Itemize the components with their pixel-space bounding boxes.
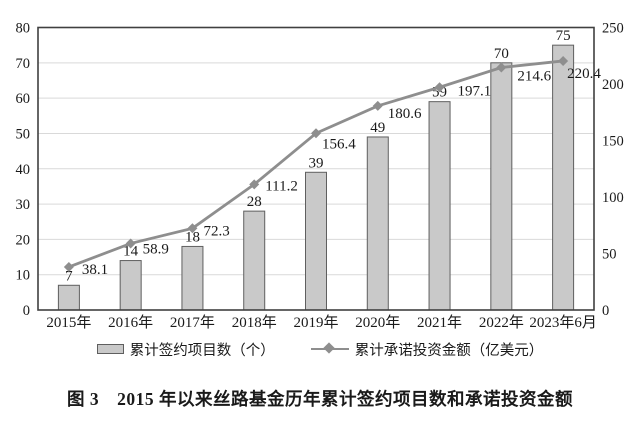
bar-2022年 xyxy=(490,62,513,311)
x-axis-label: 2022年 xyxy=(479,314,524,331)
x-axis-label: 2023年6月 xyxy=(529,314,597,331)
left-axis-tick: 30 xyxy=(16,197,31,213)
left-axis-tick: 40 xyxy=(16,162,31,178)
left-axis-tick: 20 xyxy=(16,232,31,248)
line-value-label: 58.9 xyxy=(143,241,169,257)
bar-value-label: 28 xyxy=(247,194,262,210)
bar-2016年 xyxy=(119,260,142,311)
bar-value-label: 7 xyxy=(65,268,73,284)
line-value-label: 111.2 xyxy=(265,178,298,194)
line-marker-icon xyxy=(187,223,198,234)
x-axis-label: 2020年 xyxy=(355,314,400,331)
x-axis-label: 2015年 xyxy=(46,314,91,331)
line-marker-icon xyxy=(249,179,260,190)
x-axis-label: 2019年 xyxy=(293,314,338,331)
bar-2015年 xyxy=(57,284,80,311)
left-axis-tick: 70 xyxy=(16,56,31,72)
line-marker-icon xyxy=(496,62,507,73)
left-axis-tick: 60 xyxy=(16,91,31,107)
line-marker-icon xyxy=(434,82,445,93)
line-value-label: 72.3 xyxy=(203,223,229,239)
legend-item-investment: 累计承诺投资金额（亿美元） xyxy=(310,339,544,360)
legend-label-projects: 累计签约项目数（个） xyxy=(129,342,275,359)
bar-2021年 xyxy=(428,101,451,311)
plot-border xyxy=(37,26,595,311)
legend-item-projects: 累计签约项目数（个） xyxy=(96,339,275,360)
right-axis-tick: 200 xyxy=(602,77,624,93)
right-axis-tick: 50 xyxy=(602,247,617,263)
figure-caption: 图 3 2015 年以来丝路基金历年累计签约项目数和承诺投资金额 xyxy=(67,389,573,409)
x-axis-label: 2017年 xyxy=(170,314,215,331)
bar-2018年 xyxy=(243,210,266,311)
right-axis-tick: 100 xyxy=(602,190,624,206)
left-axis-tick: 10 xyxy=(16,268,31,284)
bar-series-swatch-icon xyxy=(96,344,124,354)
line-marker-icon xyxy=(558,55,569,66)
line-marker-icon xyxy=(125,238,136,249)
line-value-label: 156.4 xyxy=(322,136,356,152)
line-value-label: 197.1 xyxy=(458,83,492,99)
left-axis-tick: 50 xyxy=(16,126,31,142)
line-value-label: 214.6 xyxy=(517,69,551,85)
x-axis-label: 2021年 xyxy=(417,314,462,331)
bar-2023年6月 xyxy=(552,44,575,311)
line-value-label: 180.6 xyxy=(388,106,422,122)
line-marker-icon xyxy=(63,261,74,272)
right-axis-tick: 0 xyxy=(602,303,609,319)
bar-value-label: 18 xyxy=(185,229,200,245)
chart-legend: 累计签约项目数（个） 累计承诺投资金额（亿美元） xyxy=(0,338,640,360)
bar-value-label: 75 xyxy=(556,28,571,44)
bar-value-label: 39 xyxy=(309,155,324,171)
bar-2020年 xyxy=(366,136,389,311)
right-axis-tick: 150 xyxy=(602,134,624,150)
line-value-label: 220.4 xyxy=(567,66,601,82)
line-marker-icon xyxy=(372,100,383,111)
right-axis-tick: 250 xyxy=(602,21,624,37)
bar-value-label: 49 xyxy=(370,120,385,136)
bar-value-label: 14 xyxy=(123,244,139,260)
legend-label-investment: 累计承诺投资金额（亿美元） xyxy=(354,342,544,359)
line-marker-icon xyxy=(311,128,321,139)
bar-value-label: 70 xyxy=(494,46,509,62)
x-axis-label: 2016年 xyxy=(108,314,153,331)
line-value-label: 38.1 xyxy=(82,262,108,278)
left-axis-tick: 80 xyxy=(16,21,31,37)
line-series-swatch-icon xyxy=(310,342,349,355)
bar-2019年 xyxy=(305,171,327,311)
x-axis-label: 2018年 xyxy=(232,314,277,331)
bar-2017年 xyxy=(181,245,204,311)
left-axis-tick: 0 xyxy=(23,303,30,319)
chart-svg: 7141828394959707538.158.972.3111.2156.41… xyxy=(16,21,624,332)
